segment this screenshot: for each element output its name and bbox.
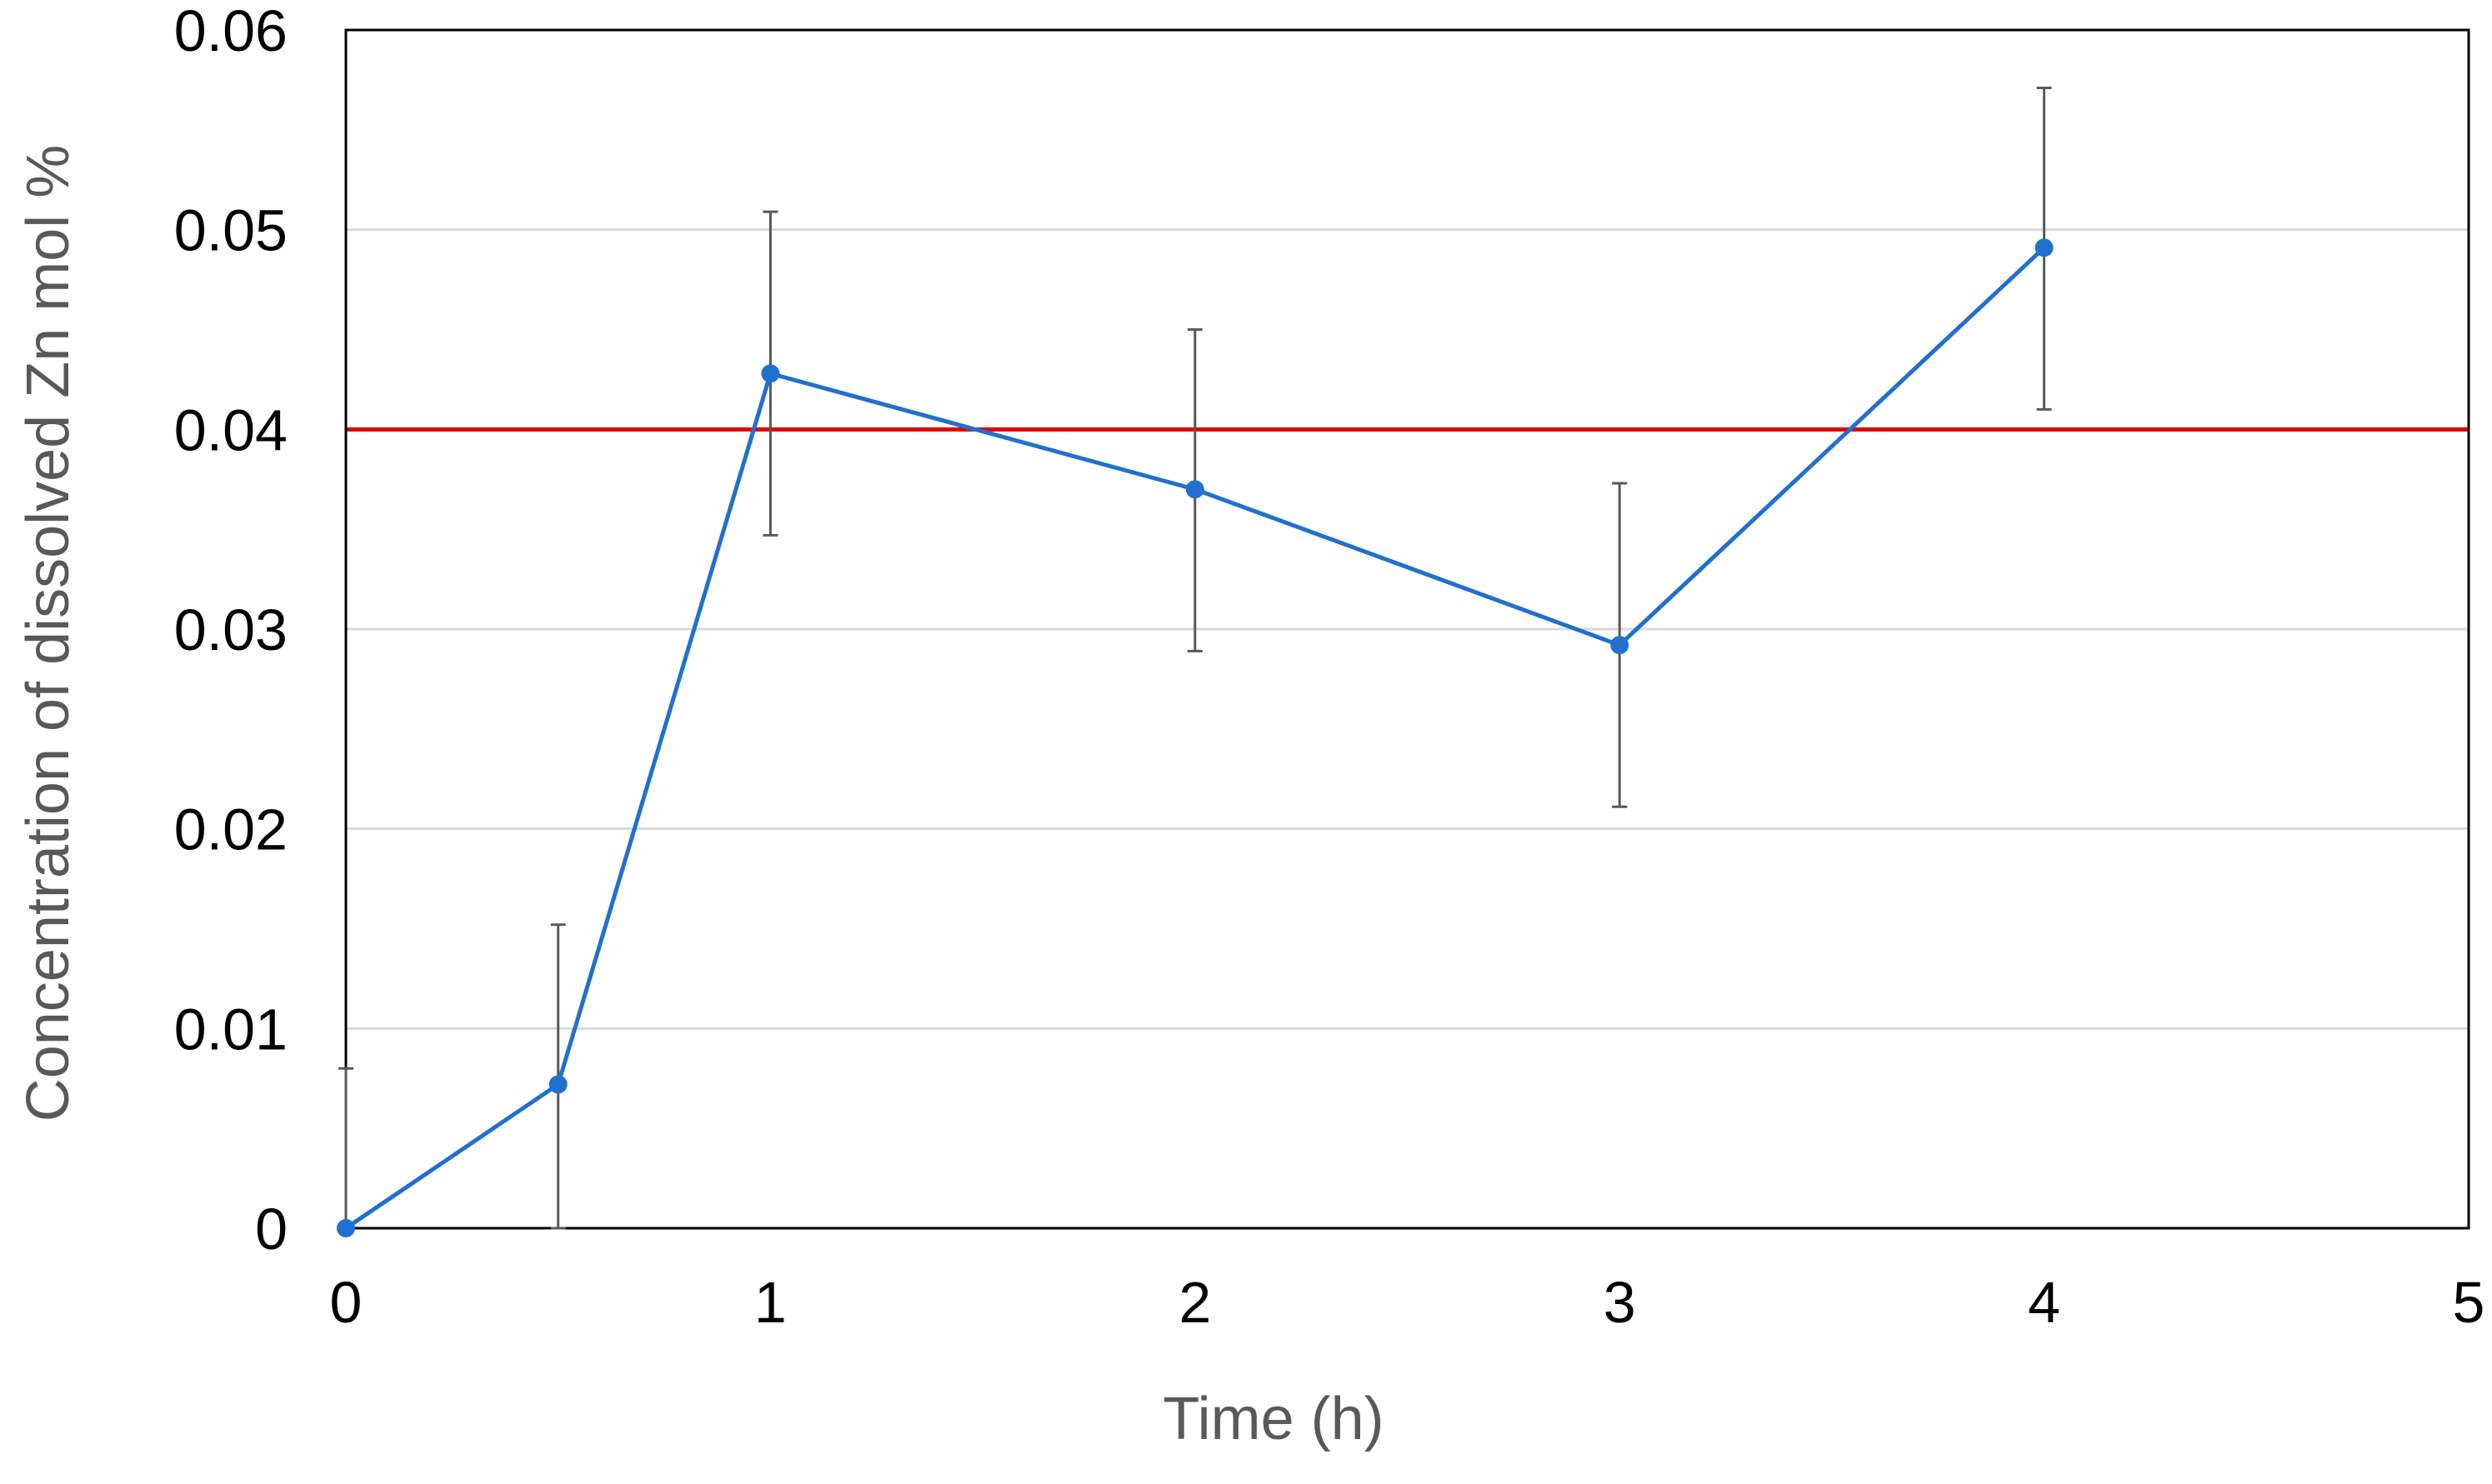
- y-tick-label: 0: [255, 1197, 288, 1262]
- plot-frame: [344, 28, 2470, 1230]
- data-point: [548, 1075, 568, 1094]
- data-point: [1610, 636, 1629, 655]
- x-tick-label: 1: [754, 1270, 787, 1335]
- x-tick-label: 4: [2028, 1270, 2060, 1335]
- y-tick-label: 0.05: [174, 198, 288, 263]
- y-tick-label: 0.06: [174, 0, 288, 63]
- x-axis-title: Time (h): [1163, 1386, 1384, 1452]
- data-points: [337, 238, 2054, 1237]
- gridlines: [346, 228, 2469, 1030]
- y-tick-label: 0.02: [174, 797, 288, 862]
- series-line-path: [344, 246, 2046, 1231]
- x-tick-label: 2: [1178, 1270, 1211, 1335]
- y-tick-labels: 0 0.01 0.02 0.03 0.04 0.05 0.06: [174, 0, 288, 1262]
- data-point: [337, 1219, 355, 1237]
- error-bars: [338, 87, 2052, 1230]
- y-tick-label: 0.01: [174, 997, 288, 1062]
- series-line: [344, 246, 2046, 1231]
- x-tick-label: 0: [330, 1270, 363, 1335]
- y-axis-title: Concentration of dissolved Zn mol %: [15, 145, 82, 1122]
- data-point: [2034, 238, 2054, 257]
- x-tick-label: 3: [1604, 1270, 1636, 1335]
- y-tick-label: 0.03: [174, 597, 288, 662]
- x-tick-label: 5: [2453, 1270, 2485, 1335]
- y-tick-label: 0.04: [174, 397, 288, 462]
- plot-border: [344, 28, 2470, 1230]
- data-point: [761, 364, 780, 383]
- data-point: [1185, 480, 1204, 499]
- x-tick-labels: 0 1 2 3 4 5: [330, 1270, 2485, 1335]
